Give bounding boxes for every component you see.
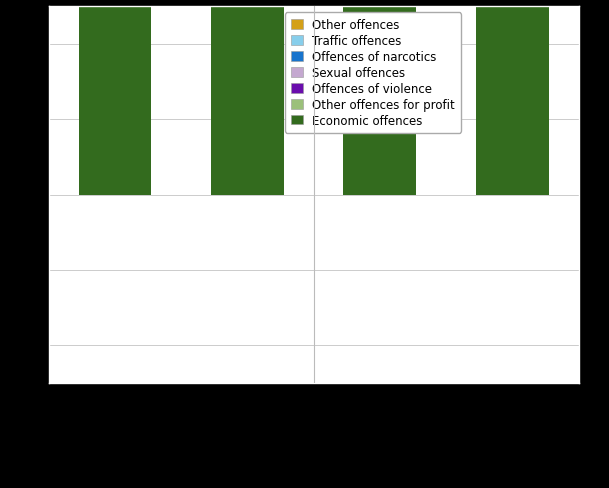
Bar: [79, 0, 152, 195]
Bar: [211, 0, 284, 195]
Bar: [343, 0, 417, 195]
Legend: Other offences, Traffic offences, Offences of narcotics, Sexual offences, Offenc: Other offences, Traffic offences, Offenc…: [285, 13, 461, 134]
Bar: [476, 0, 549, 195]
